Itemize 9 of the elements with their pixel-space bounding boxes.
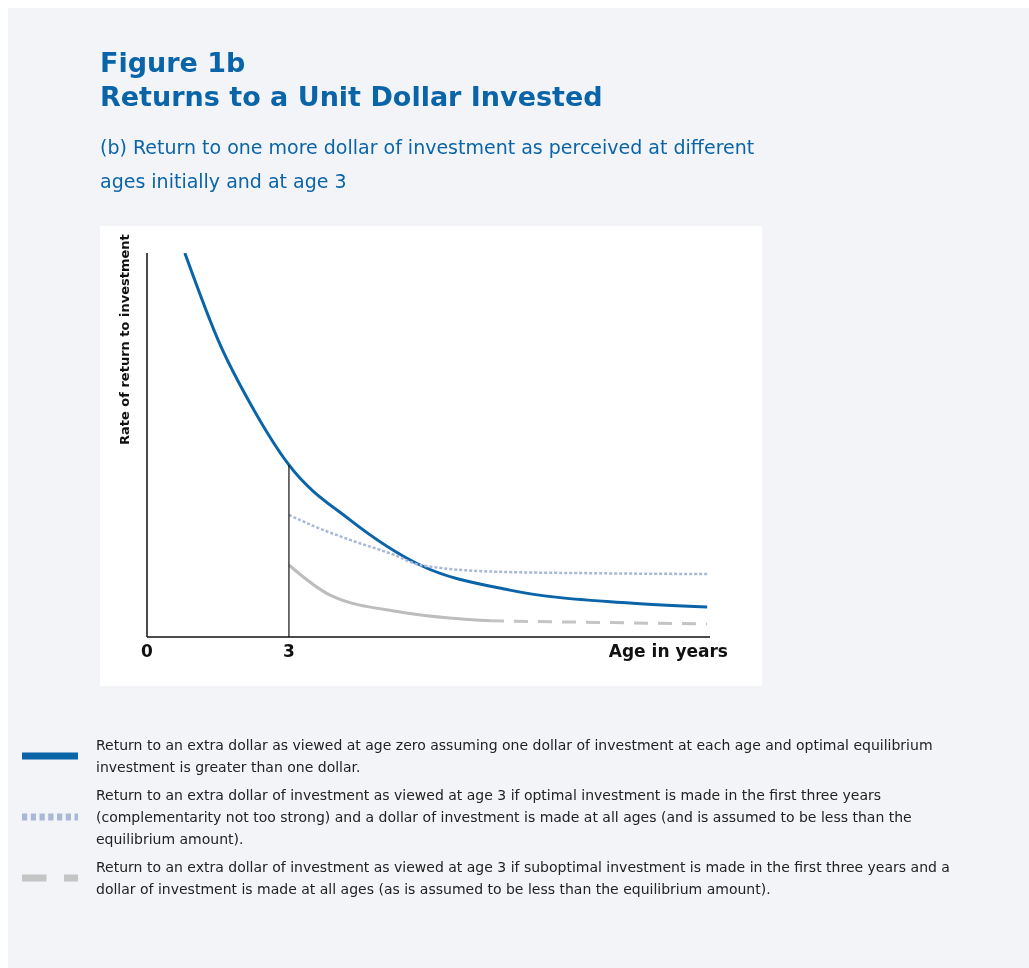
legend-label: Return to an extra dollar as viewed at age zero assuming one dollar of investment at each age and optimal equilibrium investment is greater than one dollar. xyxy=(96,736,934,777)
x-tick-label: 3 xyxy=(283,641,295,662)
y-axis-title: Rate of return to investment xyxy=(116,234,132,445)
chart-subtitle: (b) Return to one more dollar of investment as perceived at different ages initially and at age 3 xyxy=(100,135,756,194)
legend-label: Return to an extra dollar of investment as viewed at age 3 if optimal investment is made in the first three years (complementarity not too strong) and a dollar of investment is made at all ages (and is assumed to be less than the equilibrium amount). xyxy=(96,786,913,849)
legend-label: Return to an extra dollar of investment as viewed at age 3 if suboptimal investment is made in the first three years and a dollar of investment is made at all ages (as is assumed to be less than the equilibrium amount). xyxy=(96,858,951,899)
chart-title: Figure 1b Returns to a Unit Dollar Invested xyxy=(100,46,603,114)
x-axis-title: Age in years xyxy=(608,641,728,662)
x-tick-label: 0 xyxy=(141,641,154,662)
